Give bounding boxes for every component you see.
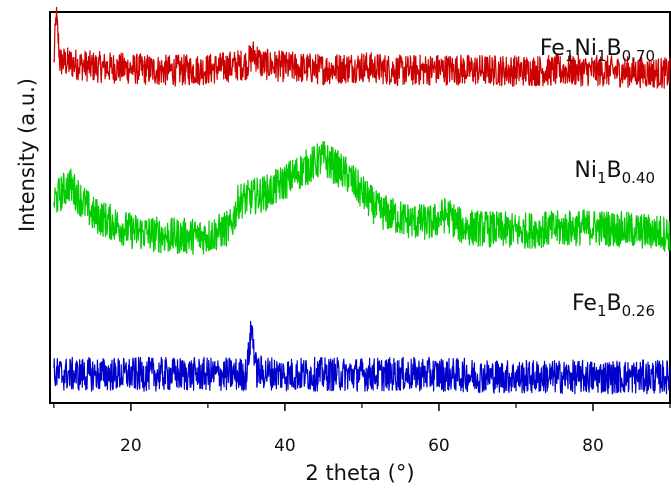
- series-labels: Fe1Ni1B0.70 Ni1B0.40 Fe1B0.26: [540, 36, 655, 320]
- x-tick-label: 40: [274, 436, 296, 456]
- series-line-1: [53, 140, 671, 255]
- x-axis: 20 40 60 80: [53, 403, 671, 456]
- y-axis-title: Intensity (a.u.): [15, 78, 39, 232]
- series-label-0: Fe1Ni1B0.70: [540, 36, 655, 65]
- x-tick-label: 80: [582, 436, 604, 456]
- series-label-1: Ni1B0.40: [574, 158, 655, 187]
- x-tick-label: 60: [428, 436, 450, 456]
- plot-border: [49, 11, 671, 404]
- plot-frame: [49, 11, 671, 404]
- series-line-0: [53, 6, 671, 89]
- x-tick-label: 20: [120, 436, 142, 456]
- x-axis-title: 2 theta (°): [305, 461, 414, 485]
- series-label-2: Fe1B0.26: [572, 291, 655, 320]
- series-layer: [53, 6, 671, 395]
- series-line-2: [53, 320, 671, 395]
